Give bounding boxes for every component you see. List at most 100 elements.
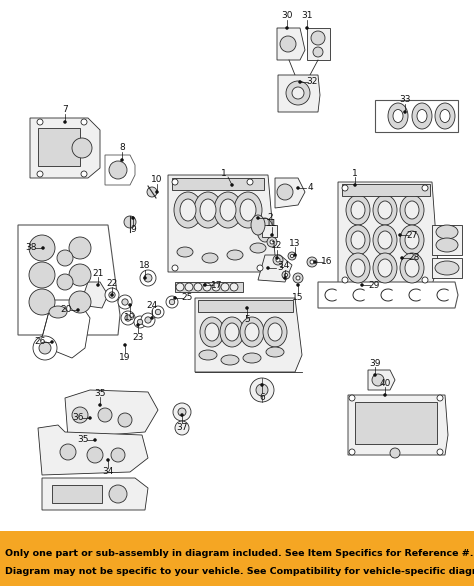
Ellipse shape	[240, 317, 264, 347]
Circle shape	[374, 373, 376, 376]
Text: 5: 5	[244, 315, 250, 325]
Ellipse shape	[214, 192, 242, 228]
Circle shape	[422, 277, 428, 283]
Circle shape	[185, 283, 193, 291]
Ellipse shape	[202, 253, 218, 263]
Circle shape	[267, 237, 277, 247]
Circle shape	[89, 417, 91, 420]
Circle shape	[69, 237, 91, 259]
Circle shape	[437, 395, 443, 401]
Circle shape	[282, 271, 290, 279]
Circle shape	[203, 284, 207, 287]
Circle shape	[131, 216, 135, 220]
Circle shape	[145, 317, 151, 323]
Text: 23: 23	[132, 332, 144, 342]
Polygon shape	[258, 255, 292, 282]
Ellipse shape	[373, 253, 397, 283]
Ellipse shape	[174, 192, 202, 228]
Circle shape	[286, 81, 310, 105]
Circle shape	[111, 448, 125, 462]
Polygon shape	[278, 75, 320, 112]
Ellipse shape	[436, 225, 458, 239]
Circle shape	[401, 257, 403, 260]
Text: 27: 27	[406, 230, 418, 240]
Circle shape	[399, 233, 401, 237]
Circle shape	[109, 161, 127, 179]
Text: 18: 18	[139, 261, 151, 271]
Circle shape	[137, 319, 143, 325]
Circle shape	[57, 274, 73, 290]
Circle shape	[152, 306, 164, 318]
Text: 15: 15	[292, 292, 304, 302]
Circle shape	[37, 171, 43, 177]
Text: 26: 26	[34, 338, 46, 346]
Circle shape	[283, 277, 286, 280]
Circle shape	[69, 291, 91, 313]
Circle shape	[141, 313, 155, 327]
Circle shape	[275, 257, 279, 260]
Circle shape	[277, 184, 293, 200]
Bar	[175, 282, 243, 292]
Text: 28: 28	[408, 254, 419, 263]
Circle shape	[256, 384, 268, 396]
Ellipse shape	[412, 103, 432, 129]
Text: 2: 2	[267, 213, 273, 223]
Text: 1: 1	[352, 169, 358, 178]
Ellipse shape	[221, 355, 239, 365]
Circle shape	[99, 404, 101, 407]
Ellipse shape	[351, 201, 365, 219]
Circle shape	[266, 267, 270, 270]
Circle shape	[29, 235, 55, 261]
Polygon shape	[40, 300, 90, 358]
Polygon shape	[80, 282, 108, 308]
Circle shape	[299, 80, 301, 83]
Circle shape	[173, 403, 191, 421]
Polygon shape	[275, 178, 305, 208]
Circle shape	[76, 308, 80, 312]
Circle shape	[144, 277, 146, 280]
Ellipse shape	[251, 215, 265, 235]
Circle shape	[247, 179, 253, 185]
Text: 35: 35	[94, 389, 106, 397]
Circle shape	[172, 179, 178, 185]
Ellipse shape	[373, 195, 397, 225]
Circle shape	[422, 185, 428, 191]
Circle shape	[37, 119, 43, 125]
Text: 14: 14	[279, 261, 291, 271]
Ellipse shape	[245, 323, 259, 341]
Circle shape	[280, 36, 296, 52]
Text: Diagram may not be specific to your vehicle. See Compatibility for vehicle-speci: Diagram may not be specific to your vehi…	[5, 567, 474, 576]
Circle shape	[178, 408, 186, 416]
Text: 39: 39	[369, 359, 381, 367]
Ellipse shape	[194, 192, 222, 228]
Circle shape	[383, 394, 386, 397]
Circle shape	[175, 421, 189, 435]
Circle shape	[39, 342, 51, 354]
Ellipse shape	[405, 201, 419, 219]
Circle shape	[87, 447, 103, 463]
Text: 24: 24	[146, 302, 158, 311]
Ellipse shape	[435, 261, 459, 275]
Circle shape	[166, 296, 178, 308]
Ellipse shape	[263, 317, 287, 347]
Circle shape	[354, 183, 356, 186]
Ellipse shape	[177, 247, 193, 257]
Ellipse shape	[49, 306, 67, 318]
Text: 21: 21	[92, 268, 104, 278]
Text: 3: 3	[277, 264, 283, 272]
Circle shape	[69, 264, 91, 286]
Circle shape	[291, 254, 293, 258]
Text: 6: 6	[259, 393, 265, 401]
Circle shape	[372, 374, 384, 386]
Polygon shape	[65, 390, 158, 438]
Polygon shape	[432, 225, 462, 255]
Circle shape	[124, 343, 127, 346]
Circle shape	[288, 252, 296, 260]
Polygon shape	[195, 298, 302, 372]
Ellipse shape	[200, 317, 224, 347]
Ellipse shape	[373, 225, 397, 255]
Ellipse shape	[351, 259, 365, 277]
Circle shape	[128, 304, 131, 306]
Circle shape	[296, 276, 300, 280]
Circle shape	[297, 186, 300, 189]
